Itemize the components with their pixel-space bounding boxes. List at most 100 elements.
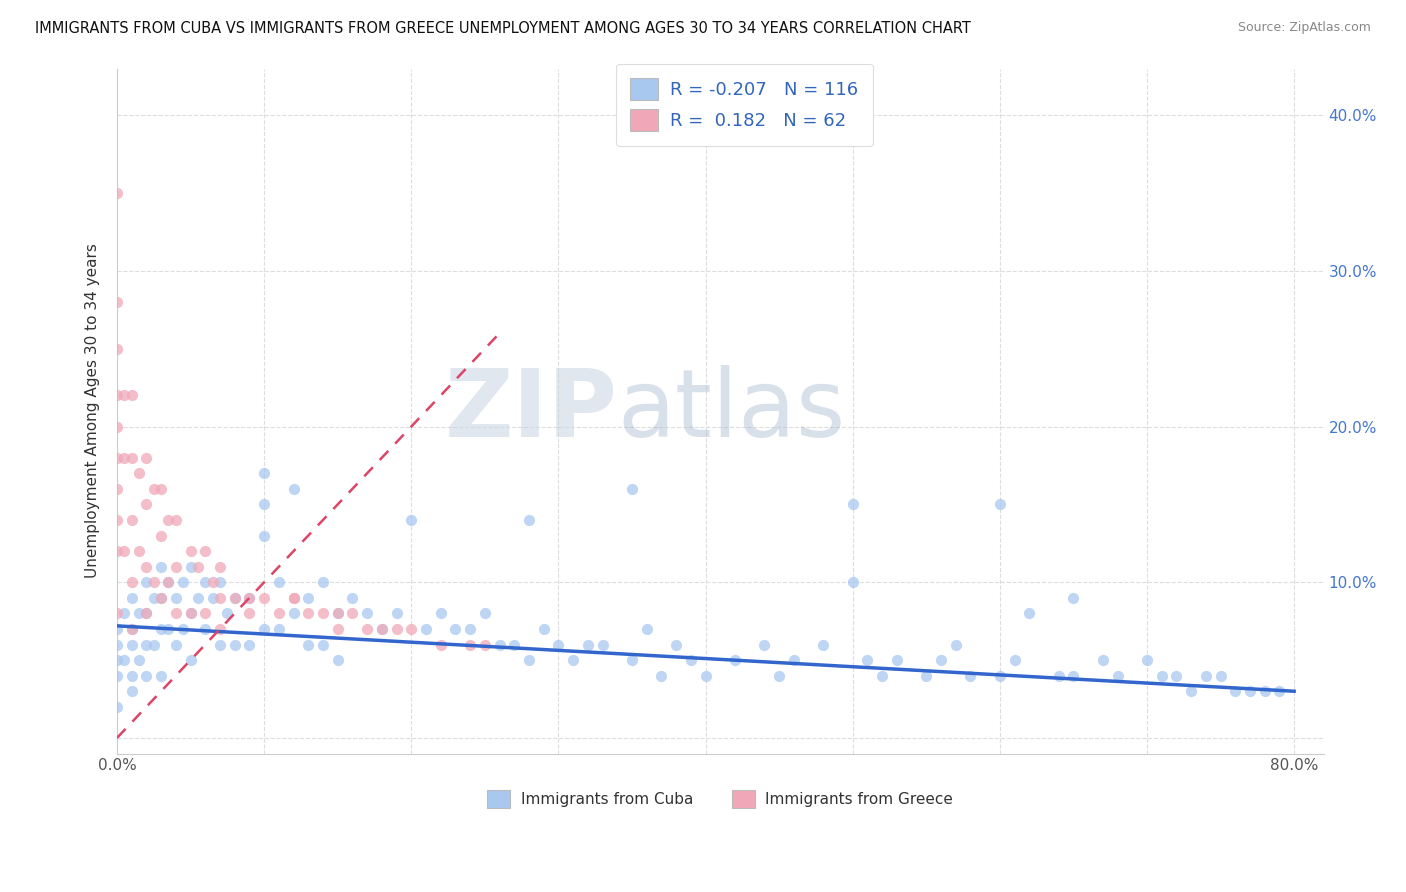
Point [165, 638, 187, 652]
Point [165, 591, 187, 605]
Point [1062, 668, 1084, 682]
Point [128, 467, 150, 481]
Point [841, 497, 863, 511]
Point [458, 622, 481, 636]
Point [112, 450, 135, 465]
Point [217, 607, 239, 621]
Point [253, 497, 276, 511]
Point [112, 653, 135, 667]
Point [238, 638, 260, 652]
Point [194, 607, 217, 621]
Point [356, 607, 378, 621]
Point [121, 684, 143, 698]
Point [180, 607, 202, 621]
Point [959, 668, 981, 682]
Point [105, 513, 128, 527]
Point [157, 513, 180, 527]
Point [105, 668, 128, 682]
Point [1225, 684, 1247, 698]
Point [517, 653, 540, 667]
Point [157, 575, 180, 590]
Point [988, 668, 1011, 682]
Point [253, 591, 276, 605]
Point [121, 450, 143, 465]
Point [157, 622, 180, 636]
Point [356, 622, 378, 636]
Point [135, 607, 157, 621]
Point [135, 497, 157, 511]
Point [342, 591, 364, 605]
Point [194, 622, 217, 636]
Point [238, 591, 260, 605]
Point [253, 467, 276, 481]
Point [142, 575, 165, 590]
Point [121, 622, 143, 636]
Point [1062, 591, 1084, 605]
Text: ZIP: ZIP [444, 365, 617, 457]
Point [1180, 684, 1202, 698]
Point [105, 653, 128, 667]
Point [283, 591, 305, 605]
Point [401, 622, 423, 636]
Point [165, 559, 187, 574]
Point [1107, 668, 1129, 682]
Point [172, 575, 194, 590]
Point [208, 575, 231, 590]
Point [371, 622, 394, 636]
Point [768, 668, 790, 682]
Point [105, 544, 128, 558]
Point [312, 575, 335, 590]
Point [150, 622, 173, 636]
Point [1195, 668, 1218, 682]
Point [112, 544, 135, 558]
Point [142, 482, 165, 496]
Point [180, 653, 202, 667]
Point [238, 607, 260, 621]
Point [326, 653, 349, 667]
Point [105, 607, 128, 621]
Point [172, 622, 194, 636]
Point [105, 450, 128, 465]
Point [208, 638, 231, 652]
Point [841, 575, 863, 590]
Point [253, 622, 276, 636]
Point [238, 591, 260, 605]
Point [326, 622, 349, 636]
Point [135, 575, 157, 590]
Point [224, 591, 246, 605]
Point [474, 638, 496, 652]
Point [194, 575, 217, 590]
Point [157, 575, 180, 590]
Point [121, 638, 143, 652]
Point [385, 622, 408, 636]
Point [385, 607, 408, 621]
Point [371, 622, 394, 636]
Point [856, 653, 879, 667]
Point [165, 513, 187, 527]
Point [121, 388, 143, 402]
Point [1047, 668, 1070, 682]
Point [121, 591, 143, 605]
Point [201, 591, 224, 605]
Point [283, 591, 305, 605]
Point [576, 638, 599, 652]
Point [224, 638, 246, 652]
Point [105, 388, 128, 402]
Point [458, 638, 481, 652]
Legend: Immigrants from Cuba, Immigrants from Greece: Immigrants from Cuba, Immigrants from Gr… [481, 783, 959, 814]
Point [474, 607, 496, 621]
Point [121, 513, 143, 527]
Point [562, 653, 585, 667]
Point [636, 622, 658, 636]
Point [128, 607, 150, 621]
Point [283, 482, 305, 496]
Text: Source: ZipAtlas.com: Source: ZipAtlas.com [1237, 21, 1371, 34]
Point [1091, 653, 1114, 667]
Point [150, 482, 173, 496]
Text: atlas: atlas [617, 365, 846, 457]
Point [105, 622, 128, 636]
Point [150, 591, 173, 605]
Y-axis label: Unemployment Among Ages 30 to 34 years: Unemployment Among Ages 30 to 34 years [86, 244, 100, 578]
Point [135, 668, 157, 682]
Point [135, 638, 157, 652]
